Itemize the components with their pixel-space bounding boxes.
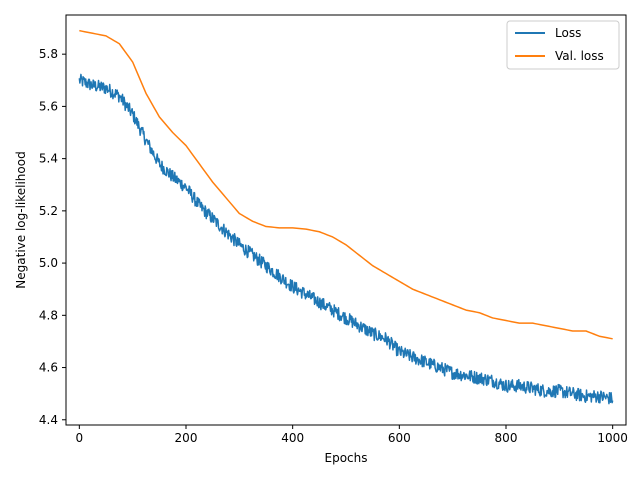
y-tick-label: 5.6 (39, 99, 58, 113)
x-tick-label: 200 (175, 431, 198, 445)
y-tick-label: 4.8 (39, 308, 58, 322)
series-line-loss (78, 73, 614, 405)
y-tick-label: 4.6 (39, 361, 58, 375)
ticks-layer: 0 200 400 600 800 1000 4.4 4.6 4.8 5.0 5.2 5.4 5.6 5.… (39, 47, 628, 445)
x-tick-label: 800 (495, 431, 518, 445)
y-tick-label: 5.2 (39, 204, 58, 218)
legend-label-loss: Loss (555, 26, 581, 40)
x-axis-label: Epochs (325, 451, 368, 465)
y-tick-label: 5.0 (39, 256, 58, 270)
y-axis-label: Negative log-likelihood (14, 151, 28, 288)
x-tick-label: 0 (76, 431, 84, 445)
legend: Loss Val. loss (506, 20, 620, 70)
y-tick-label: 5.4 (39, 152, 58, 166)
series-layer (78, 29, 614, 405)
y-tick-label: 5.8 (39, 47, 58, 61)
x-tick-label: 400 (281, 431, 304, 445)
y-tick-label: 4.4 (39, 413, 58, 427)
plot-frame (65, 14, 627, 426)
x-tick-label: 600 (388, 431, 411, 445)
legend-label-val-loss: Val. loss (555, 49, 604, 63)
x-tick-label: 1000 (597, 431, 628, 445)
series-line-val-loss (79, 29, 613, 340)
